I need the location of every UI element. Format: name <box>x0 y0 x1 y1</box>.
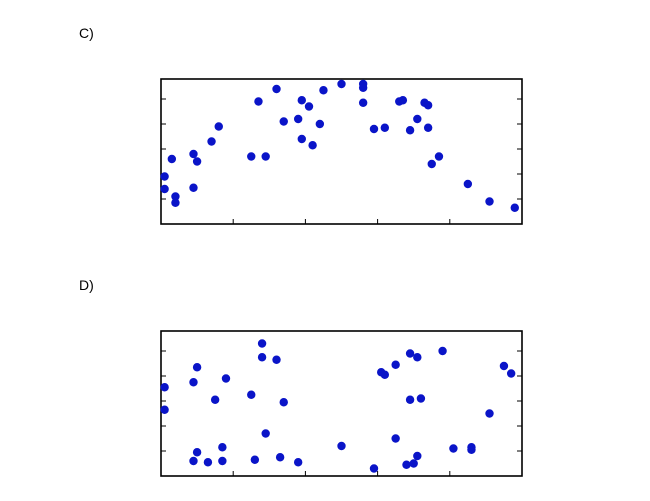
panel-c-data-point <box>308 141 317 150</box>
panel-c-data-point <box>423 101 433 110</box>
panel-d-data-point <box>203 458 213 467</box>
panel-c-label: C) <box>79 25 94 41</box>
panel-c-data-point <box>160 184 169 194</box>
panel-d-data-point <box>160 405 169 414</box>
panel-d-data-point <box>221 374 231 383</box>
panel-d-label: D) <box>79 277 94 293</box>
panel-d-data-point <box>416 394 426 403</box>
panel-d-data-point <box>467 445 476 454</box>
panel-d-data-point <box>485 409 494 418</box>
panel-d-data-point <box>413 451 422 461</box>
panel-d-data-point <box>192 363 202 372</box>
panel-c-data-point <box>463 179 473 189</box>
panel-c-data-point <box>380 123 390 132</box>
panel-d-data-point <box>438 346 447 356</box>
panel-d-data-point <box>189 456 198 466</box>
panel-d-data-point <box>337 441 346 451</box>
panel-d-data-point <box>160 383 169 392</box>
panel-d-data-point <box>293 458 303 467</box>
panel-c-data-point <box>160 172 169 181</box>
panel-c-data-point <box>293 114 303 124</box>
panel-c-data-point <box>272 84 281 94</box>
panel-d-data-point <box>279 398 288 407</box>
panel-d-data-point <box>369 464 379 473</box>
panel-c-data-point <box>358 83 368 92</box>
panel-c-data-point <box>358 98 368 107</box>
panel-c-data-point <box>434 152 444 161</box>
panel-c-data-point <box>319 86 328 95</box>
panel-c-data-point <box>423 123 433 132</box>
panel-c-data-point <box>398 96 408 105</box>
panel-d-data-point <box>192 448 202 457</box>
panel-c-data-point <box>261 152 270 161</box>
panel-d-data-point <box>391 434 400 443</box>
panel-c-data-point <box>485 197 494 206</box>
panel-d-data-point <box>405 395 415 404</box>
panel-d-data-point <box>449 444 458 453</box>
panel-c-data-point <box>189 183 198 192</box>
panel-d-data-point <box>499 361 509 371</box>
panel-d-axes-frame <box>160 330 523 477</box>
panel-d-data-point <box>218 456 227 466</box>
panel-c-data-point <box>171 192 180 201</box>
panel-c-data-point <box>337 79 346 89</box>
panel-c-data-point <box>254 97 263 106</box>
panel-c-data-point <box>413 114 422 124</box>
panel-c-data-point <box>214 122 223 131</box>
panel-c-data-point <box>171 198 180 207</box>
panel-d-data-point <box>218 443 227 452</box>
panel-d-data-point <box>210 395 220 404</box>
panel-c-data-point <box>369 124 379 134</box>
panel-d-data-point <box>250 455 260 464</box>
panel-c-data-point <box>279 117 288 126</box>
panel-c-axes-frame <box>160 78 523 225</box>
panel-d-data-point <box>405 349 415 358</box>
panel-d-data-point <box>380 370 390 379</box>
panel-c-data-point <box>405 126 415 135</box>
panel-d-data-point <box>261 429 270 438</box>
panel-c-data-point <box>297 96 306 105</box>
panel-c-data-point <box>315 119 325 129</box>
panel-d-data-point <box>413 353 422 362</box>
panel-d-data-point <box>402 460 411 469</box>
panel-d-data-point <box>247 390 256 399</box>
panel-c-data-point <box>167 154 177 164</box>
panel-c-data-point <box>304 102 314 111</box>
panel-d-data-point <box>391 360 400 369</box>
panel-c-data-point <box>297 134 306 144</box>
panel-d-data-point <box>409 459 418 468</box>
panel-d-data-point <box>257 353 267 362</box>
panel-c-data-point <box>427 159 436 169</box>
panel-c-data-point <box>510 203 519 212</box>
panel-d-data-point <box>506 369 516 378</box>
panel-c-data-point <box>192 157 202 166</box>
panel-c-data-point <box>189 149 198 159</box>
panel-d-data-point <box>275 453 285 462</box>
panel-c-data-point <box>247 152 256 161</box>
panel-c-data-point <box>207 137 216 146</box>
panel-c-plot <box>160 78 523 225</box>
panel-d-data-point <box>257 339 267 348</box>
panel-d-data-point <box>272 355 281 364</box>
panel-d-data-point <box>189 378 198 387</box>
panel-d-plot <box>160 330 523 477</box>
